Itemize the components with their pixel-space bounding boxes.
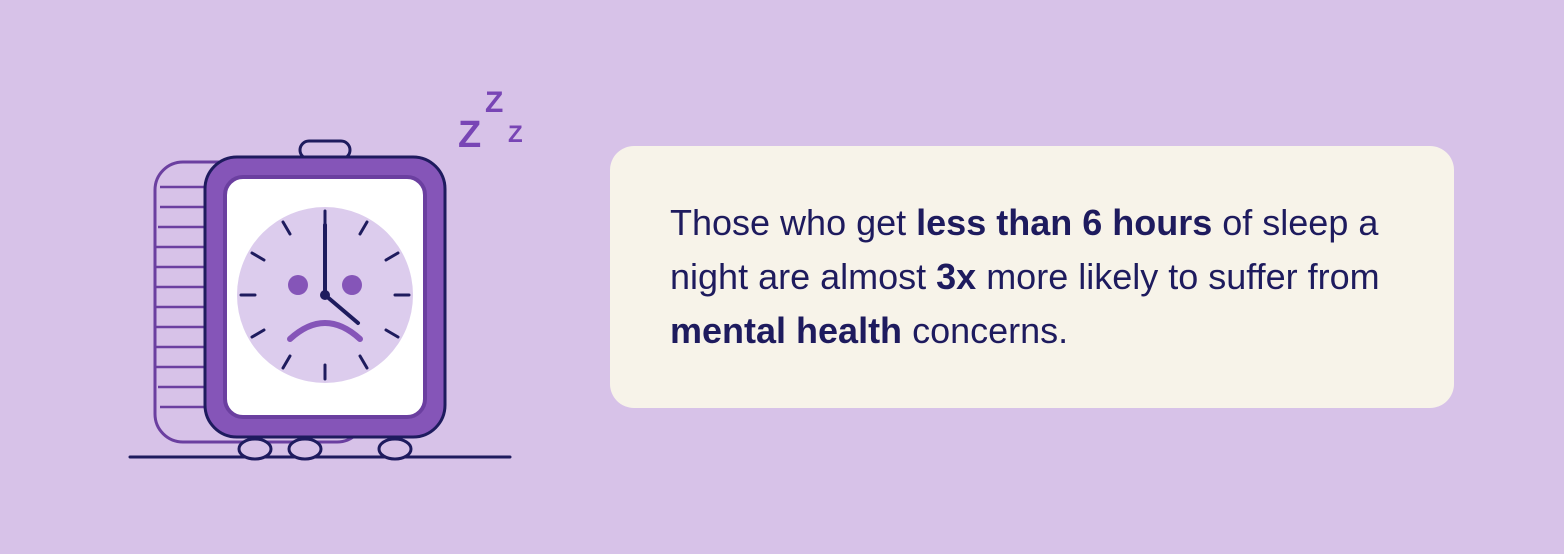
z-1: Z bbox=[458, 114, 481, 156]
text-part-4: concerns. bbox=[902, 310, 1068, 351]
z-3: Z bbox=[508, 121, 523, 148]
info-text-box: Those who get less than 6 hours of sleep… bbox=[610, 146, 1454, 408]
text-part-3: more likely to suffer from bbox=[976, 256, 1379, 297]
z-2: Z bbox=[485, 86, 503, 119]
text-bold-2: 3x bbox=[936, 256, 976, 297]
text-bold-1: less than 6 hours bbox=[916, 202, 1212, 243]
clock-foot-3 bbox=[379, 439, 411, 459]
clock-eye-left bbox=[288, 275, 308, 295]
clock-foot-2 bbox=[289, 439, 321, 459]
text-bold-3: mental health bbox=[670, 310, 902, 351]
clock-eye-right bbox=[342, 275, 362, 295]
clock-center-pin bbox=[320, 290, 330, 300]
info-text: Those who get less than 6 hours of sleep… bbox=[670, 196, 1394, 358]
sad-clock-illustration: Z Z Z bbox=[110, 67, 530, 487]
clock-svg: Z Z Z bbox=[110, 67, 530, 487]
text-part-1: Those who get bbox=[670, 202, 916, 243]
clock-foot-1 bbox=[239, 439, 271, 459]
